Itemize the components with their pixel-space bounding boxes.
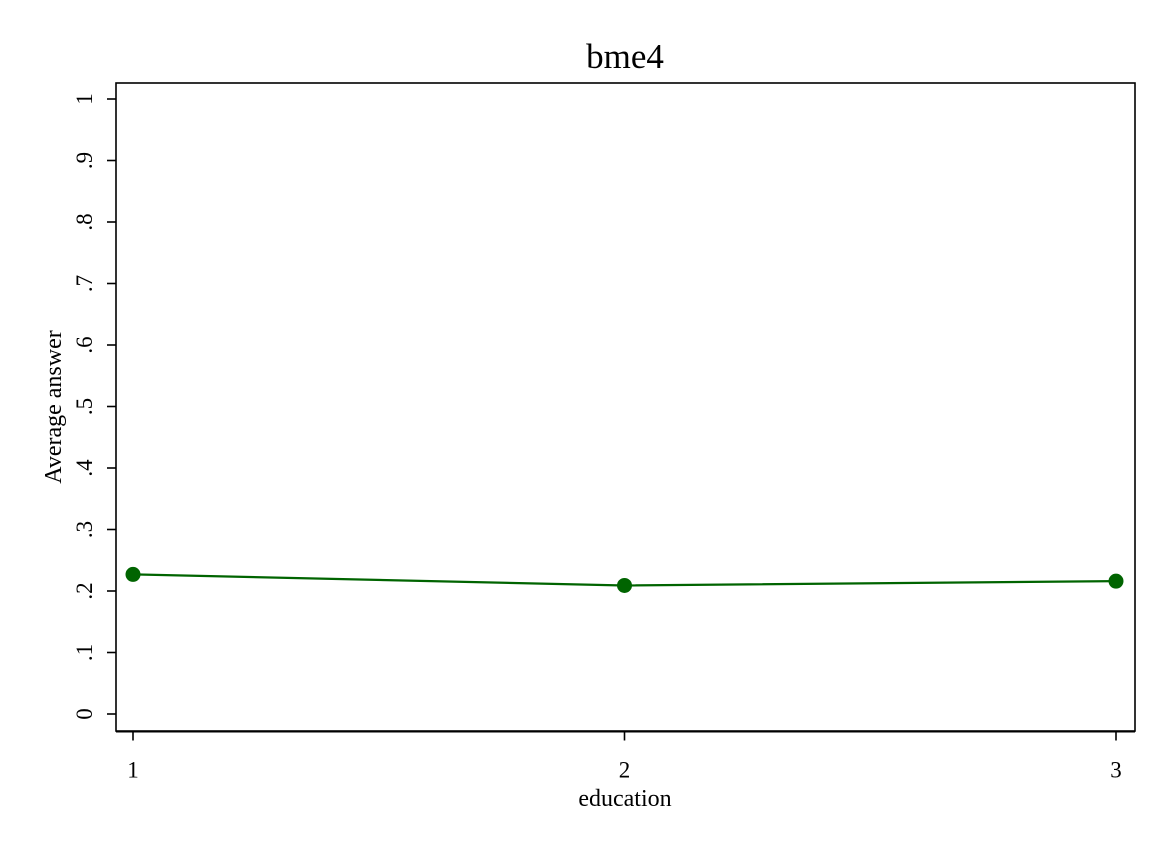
y-tick-label: .8 bbox=[72, 213, 97, 230]
chart-title: bme4 bbox=[586, 37, 664, 76]
y-tick-label: .7 bbox=[72, 275, 97, 292]
y-axis: 0 .1 .2 .3 .4 .5 .6 .7 .8 .9 1 bbox=[72, 93, 116, 720]
y-tick-label: .2 bbox=[72, 582, 97, 599]
y-tick-label: .5 bbox=[72, 398, 97, 415]
y-tick-label: .9 bbox=[72, 152, 97, 169]
x-tick-label: 3 bbox=[1110, 758, 1122, 783]
x-tick-label: 1 bbox=[127, 758, 139, 783]
data-point bbox=[617, 577, 632, 593]
x-tick-label: 2 bbox=[619, 758, 631, 783]
y-tick-label: .1 bbox=[72, 644, 97, 661]
series-layer bbox=[125, 566, 1124, 593]
y-tick-label: 1 bbox=[72, 93, 97, 105]
data-point bbox=[125, 566, 141, 582]
data-point bbox=[1108, 573, 1124, 589]
y-tick-label: .4 bbox=[72, 459, 97, 477]
y-tick-label: .3 bbox=[72, 521, 97, 538]
y-tick-label: .6 bbox=[72, 336, 97, 353]
y-axis-title: Average answer bbox=[41, 330, 67, 483]
x-axis: 1 2 3 bbox=[127, 731, 1122, 783]
y-tick-label: 0 bbox=[72, 708, 97, 720]
x-axis-title: education bbox=[578, 786, 671, 812]
